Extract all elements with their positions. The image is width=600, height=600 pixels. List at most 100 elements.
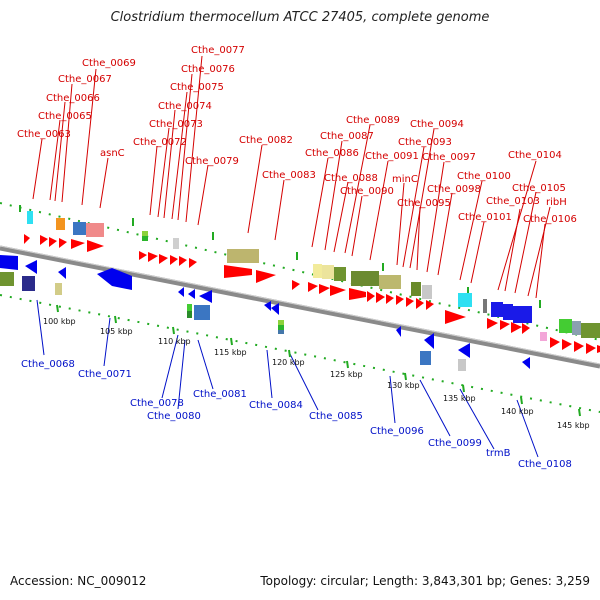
gene-label-cthe-0103[interactable]: Cthe_0103 xyxy=(486,196,540,207)
gene-arrow[interactable] xyxy=(367,291,375,302)
gene-arrow[interactable] xyxy=(386,294,394,304)
gene-label-cthe-0071[interactable]: Cthe_0071 xyxy=(78,369,132,380)
gene-arrow[interactable] xyxy=(58,267,66,279)
gene-label-cthe-0066[interactable]: Cthe_0066 xyxy=(46,93,100,104)
feature-box[interactable] xyxy=(27,211,33,224)
gene-arrow[interactable] xyxy=(396,295,404,305)
gene-label-cthe-0085[interactable]: Cthe_0085 xyxy=(309,411,363,422)
feature-box[interactable] xyxy=(513,306,532,323)
gene-arrow[interactable] xyxy=(416,298,424,309)
feature-box[interactable] xyxy=(422,285,432,299)
gene-label-cthe-0063[interactable]: Cthe_0063 xyxy=(17,129,71,140)
gene-arrow[interactable] xyxy=(189,258,197,268)
gene-label-cthe-0099[interactable]: Cthe_0099 xyxy=(428,438,482,449)
gene-label-cthe-0098[interactable]: Cthe_0098 xyxy=(427,184,481,195)
gene-label-cthe-0065[interactable]: Cthe_0065 xyxy=(38,111,92,122)
gene-label-cthe-0074[interactable]: Cthe_0074 xyxy=(158,101,212,112)
gene-arrow[interactable] xyxy=(550,337,560,348)
feature-box[interactable] xyxy=(491,302,503,317)
gene-arrow[interactable] xyxy=(522,357,530,369)
gene-arrow[interactable] xyxy=(500,320,510,330)
feature-box[interactable] xyxy=(420,351,431,365)
feature-box[interactable] xyxy=(278,325,284,330)
gene-label-asnc[interactable]: asnC xyxy=(100,148,125,159)
gene-arrow[interactable] xyxy=(224,265,252,278)
gene-arrow[interactable] xyxy=(319,284,330,294)
gene-label-cthe-0087[interactable]: Cthe_0087 xyxy=(320,131,374,142)
gene-label-cthe-0088[interactable]: Cthe_0088 xyxy=(324,173,378,184)
gene-arrow[interactable] xyxy=(71,239,85,249)
gene-arrow[interactable] xyxy=(139,251,147,260)
gene-label-cthe-0067[interactable]: Cthe_0067 xyxy=(58,74,112,85)
gene-label-cthe-0075[interactable]: Cthe_0075 xyxy=(170,82,224,93)
gene-arrow[interactable] xyxy=(264,301,271,311)
gene-label-cthe-0090[interactable]: Cthe_0090 xyxy=(340,186,394,197)
gene-label-cthe-0082[interactable]: Cthe_0082 xyxy=(239,135,293,146)
gene-arrow[interactable] xyxy=(97,268,132,290)
gene-arrow[interactable] xyxy=(458,343,470,358)
feature-box[interactable] xyxy=(458,293,472,307)
gene-arrow[interactable] xyxy=(148,252,158,262)
gene-label-cthe-0076[interactable]: Cthe_0076 xyxy=(181,64,235,75)
feature-box[interactable] xyxy=(194,305,210,320)
gene-label-cthe-0072[interactable]: Cthe_0072 xyxy=(133,137,187,148)
gene-arrow[interactable] xyxy=(426,300,434,310)
feature-box[interactable] xyxy=(572,321,581,335)
gene-arrow[interactable] xyxy=(511,322,522,333)
gene-arrow[interactable] xyxy=(188,289,195,299)
gene-label-cthe-0106[interactable]: Cthe_0106 xyxy=(523,214,577,225)
gene-arrow[interactable] xyxy=(256,270,276,283)
gene-arrow[interactable] xyxy=(586,343,596,354)
gene-arrow[interactable] xyxy=(562,339,572,350)
gene-label-cthe-0086[interactable]: Cthe_0086 xyxy=(305,148,359,159)
feature-box[interactable] xyxy=(351,271,379,286)
gene-label-cthe-0094[interactable]: Cthe_0094 xyxy=(410,119,464,130)
gene-arrow[interactable] xyxy=(24,234,30,244)
feature-box[interactable] xyxy=(55,283,62,295)
feature-box[interactable] xyxy=(173,238,179,249)
feature-box[interactable] xyxy=(322,265,334,279)
feature-box[interactable] xyxy=(334,267,346,281)
feature-box[interactable] xyxy=(227,249,259,263)
feature-box[interactable] xyxy=(73,222,86,235)
gene-arrow[interactable] xyxy=(0,255,18,270)
gene-label-cthe-0095[interactable]: Cthe_0095 xyxy=(397,198,451,209)
gene-arrow[interactable] xyxy=(487,318,498,329)
feature-box[interactable] xyxy=(142,236,148,241)
gene-label-trmb[interactable]: trmB xyxy=(486,448,511,459)
gene-arrow[interactable] xyxy=(330,285,346,296)
feature-box[interactable] xyxy=(559,319,572,333)
gene-label-cthe-0078[interactable]: Cthe_0078 xyxy=(130,398,184,409)
gene-label-cthe-0073[interactable]: Cthe_0073 xyxy=(149,119,203,130)
gene-arrow[interactable] xyxy=(376,292,385,303)
feature-box[interactable] xyxy=(411,282,421,296)
gene-label-ribh[interactable]: ribH xyxy=(546,197,567,208)
gene-arrow[interactable] xyxy=(87,240,104,252)
feature-box[interactable] xyxy=(503,304,513,320)
gene-label-cthe-0093[interactable]: Cthe_0093 xyxy=(398,137,452,148)
feature-box[interactable] xyxy=(56,218,65,230)
gene-arrow[interactable] xyxy=(522,323,530,334)
gene-arrow[interactable] xyxy=(59,238,67,248)
gene-arrow[interactable] xyxy=(49,237,57,247)
feature-box[interactable] xyxy=(379,275,401,289)
gene-arrow[interactable] xyxy=(25,260,37,274)
gene-label-cthe-0084[interactable]: Cthe_0084 xyxy=(249,400,303,411)
feature-box[interactable] xyxy=(0,272,14,286)
feature-box[interactable] xyxy=(142,231,148,236)
gene-arrow[interactable] xyxy=(424,333,434,349)
gene-arrow[interactable] xyxy=(159,254,168,264)
feature-box[interactable] xyxy=(458,359,466,371)
gene-label-cthe-0089[interactable]: Cthe_0089 xyxy=(346,115,400,126)
gene-arrow[interactable] xyxy=(574,341,584,352)
feature-box[interactable] xyxy=(187,311,192,318)
gene-label-cthe-0101[interactable]: Cthe_0101 xyxy=(458,212,512,223)
gene-arrow[interactable] xyxy=(445,310,466,324)
feature-box[interactable] xyxy=(86,223,104,237)
gene-arrow[interactable] xyxy=(292,280,300,290)
gene-label-cthe-0105[interactable]: Cthe_0105 xyxy=(512,183,566,194)
feature-box[interactable] xyxy=(581,323,600,338)
gene-arrow[interactable] xyxy=(199,290,212,303)
gene-label-cthe-0091[interactable]: Cthe_0091 xyxy=(365,151,419,162)
gene-arrow[interactable] xyxy=(178,287,184,297)
